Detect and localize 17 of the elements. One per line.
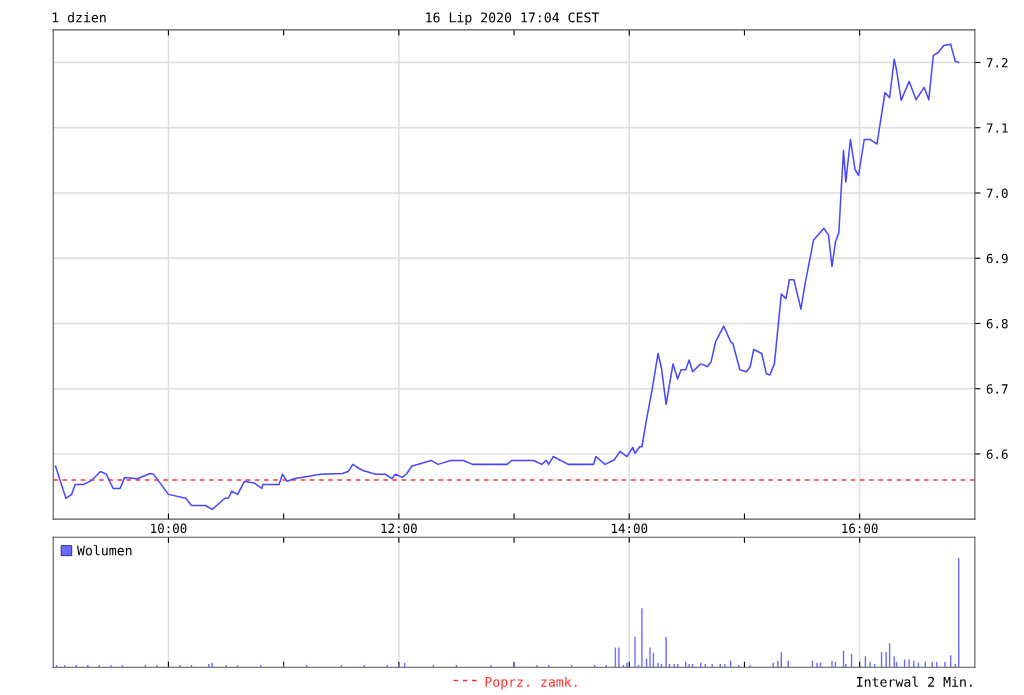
text: Interwal 2 Min.	[856, 676, 972, 687]
y-tick-label: 6.7	[986, 384, 1008, 394]
x-tick-label: 14:00	[611, 523, 648, 534]
y-tick-label: 6.6	[986, 449, 1008, 459]
y-tick-label: 7.1	[986, 123, 1008, 133]
x-tick-label: 10:00	[151, 523, 187, 534]
line-series	[54, 43, 960, 511]
y-tick-label: 6.9	[986, 253, 1008, 264]
x-tick-label: 12:00	[381, 523, 417, 534]
chart-subtitle: 16 Lip 2020 17:04 CEST	[426, 12, 600, 25]
y-tick-label: 6.8	[986, 318, 1008, 329]
x-tick-label: 16:00	[842, 523, 878, 534]
chart-title: 1 dzien	[52, 12, 106, 23]
legend-label: Poprz. zamk.	[485, 676, 577, 690]
y-tick-label: 7.0	[986, 188, 1008, 198]
y-tick-label: 7.2	[986, 58, 1008, 68]
legend-label: Wolumen	[77, 545, 132, 556]
